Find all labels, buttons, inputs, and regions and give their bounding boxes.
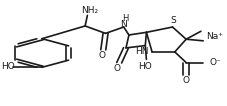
Text: N: N xyxy=(120,20,127,29)
Text: O: O xyxy=(183,76,190,84)
Text: Na⁺: Na⁺ xyxy=(206,32,223,40)
Text: O⁻: O⁻ xyxy=(210,58,221,67)
Text: HN: HN xyxy=(135,47,149,56)
Text: O: O xyxy=(99,51,106,60)
Text: S: S xyxy=(170,16,176,25)
Text: HO: HO xyxy=(138,62,152,71)
Text: H: H xyxy=(122,14,128,23)
Text: NH₂: NH₂ xyxy=(81,6,98,15)
Text: HO: HO xyxy=(1,62,15,71)
Text: O: O xyxy=(114,64,120,73)
